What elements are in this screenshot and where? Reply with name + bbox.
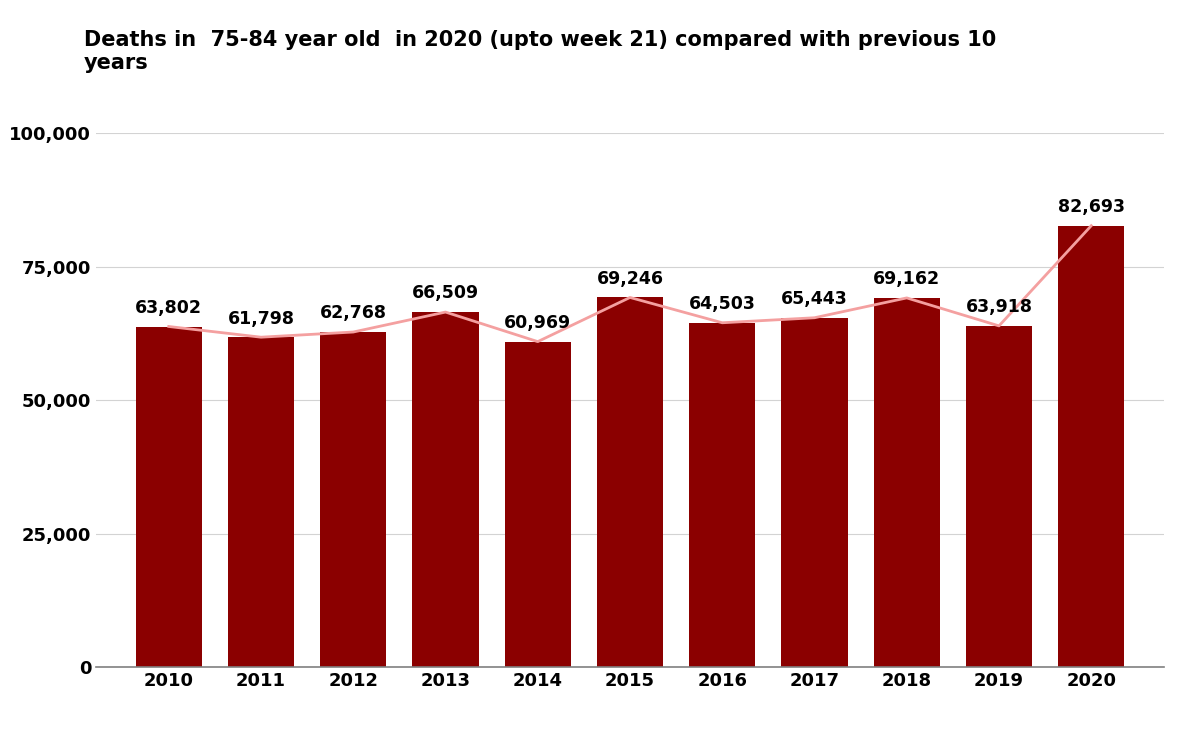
Bar (413, 312, 479, 667)
Bar (874, 298, 940, 667)
Text: 69,162: 69,162 (874, 270, 941, 288)
Text: 64,503: 64,503 (689, 295, 756, 313)
Text: Deaths in  75-84 year old  in 2020 (upto week 21) compared with previous 10
year: Deaths in 75-84 year old in 2020 (upto w… (84, 30, 996, 73)
Bar (966, 326, 1032, 667)
Text: 69,246: 69,246 (596, 270, 664, 288)
Text: 66,509: 66,509 (412, 285, 479, 302)
Text: 63,802: 63,802 (136, 299, 203, 317)
Text: 62,768: 62,768 (319, 305, 386, 322)
Text: 60,969: 60,969 (504, 314, 571, 332)
Bar (136, 327, 202, 667)
Bar (689, 323, 756, 667)
Text: 82,693: 82,693 (1057, 198, 1124, 216)
Bar (781, 318, 847, 667)
Bar (320, 332, 386, 667)
Bar (1058, 226, 1124, 667)
Text: 63,918: 63,918 (966, 299, 1032, 316)
Bar (504, 342, 571, 667)
Bar (596, 297, 664, 667)
Text: 61,798: 61,798 (228, 310, 294, 328)
Text: 65,443: 65,443 (781, 290, 848, 308)
Bar (228, 337, 294, 667)
